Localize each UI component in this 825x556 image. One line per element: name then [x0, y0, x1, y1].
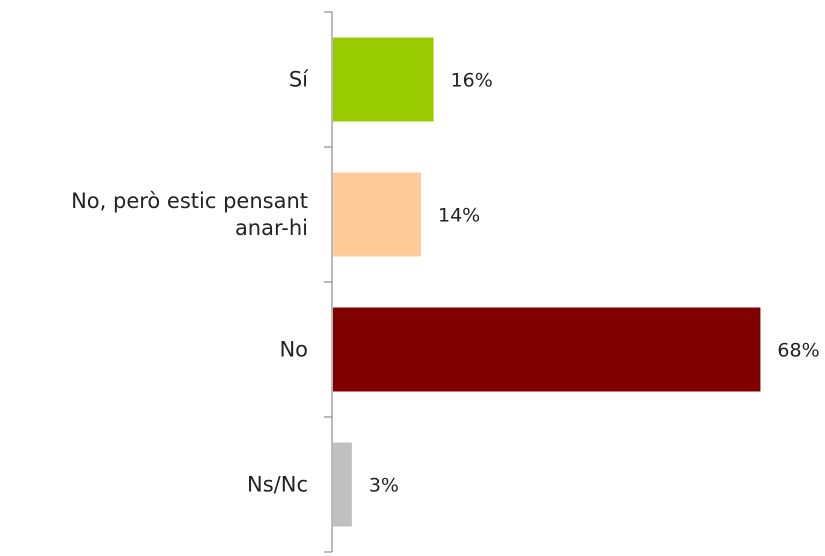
category-label: Ns/Nc [247, 473, 308, 497]
data-label: 68% [777, 340, 819, 362]
bar-3 [333, 442, 352, 527]
category-label-line: No, però estic pensant [71, 189, 308, 213]
category-label-line: No [279, 338, 308, 362]
data-label: 14% [438, 205, 480, 227]
category-label-line: Ns/Nc [247, 473, 308, 497]
data-label: 16% [451, 70, 493, 92]
category-label: No [279, 338, 308, 362]
category-label-line: Sí [289, 68, 309, 92]
data-label: 3% [369, 475, 399, 497]
category-axis [324, 11, 333, 553]
category-label-line: anar-hi [235, 216, 308, 240]
bars [333, 37, 761, 527]
bar-0 [333, 37, 434, 122]
bar-1 [333, 172, 421, 257]
category-label: No, però estic pensant anar-hi [71, 189, 308, 240]
bar-2 [333, 307, 761, 392]
labels: Sí 16% No, però estic pensant anar-hi 14% No 6… [71, 68, 820, 497]
category-label: Sí [289, 68, 309, 92]
